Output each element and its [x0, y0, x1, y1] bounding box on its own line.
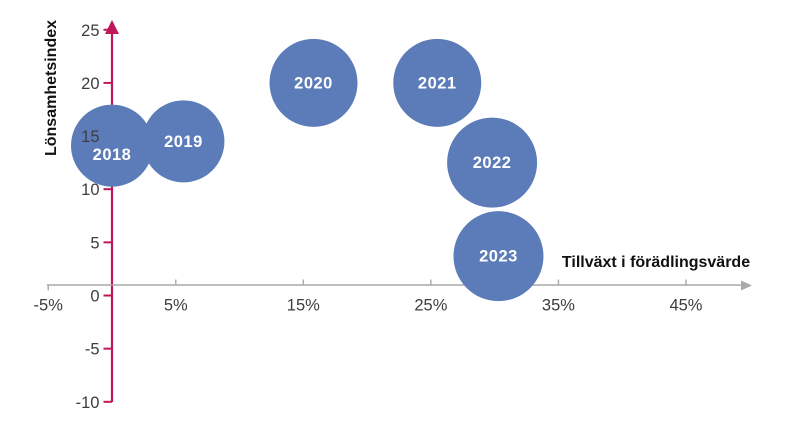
tick-labels-layer: 25 20 15 10 5 0 -5 -10 -5% 5% 15% 25% 35% 45% [34, 22, 703, 412]
bubble-label: 2019 [164, 133, 203, 151]
bubble-2018 [71, 104, 153, 187]
axes-layer [47, 20, 752, 403]
bubble-2023 [453, 211, 544, 302]
x-tick-label: 5% [164, 297, 188, 315]
bubble-label: 2021 [418, 74, 457, 92]
bubble-label: 2022 [473, 154, 512, 172]
y-tick-label: 0 [90, 288, 99, 306]
x-axis-arrowhead-icon [741, 280, 752, 291]
bubble-2022 [447, 117, 538, 208]
x-tick-label: -5% [34, 297, 64, 315]
y-tick-label: -10 [76, 394, 100, 412]
y-tick-label: 20 [81, 75, 99, 93]
bubble-2021 [393, 38, 482, 127]
y-tick-label: 25 [81, 22, 99, 40]
y-tick-label: 15 [81, 128, 99, 146]
bubbles-layer: 2018 2019 2020 2021 2022 2023 [71, 38, 544, 302]
x-tick-label: 35% [542, 297, 575, 315]
bubble-label: 2018 [93, 146, 132, 164]
bubble-2020 [269, 38, 358, 127]
x-tick-label: 25% [414, 297, 447, 315]
y-axis-arrowhead-icon [105, 20, 119, 34]
y-tick-label: 10 [81, 181, 99, 199]
y-tick-label: -5 [85, 341, 100, 359]
bubble-label: 2023 [479, 248, 518, 266]
x-tick-label: 15% [287, 297, 320, 315]
y-tick-label: 5 [90, 234, 99, 252]
bubble-2019 [142, 100, 225, 183]
x-tick-label: 45% [669, 297, 702, 315]
bubble-label: 2020 [294, 74, 333, 92]
